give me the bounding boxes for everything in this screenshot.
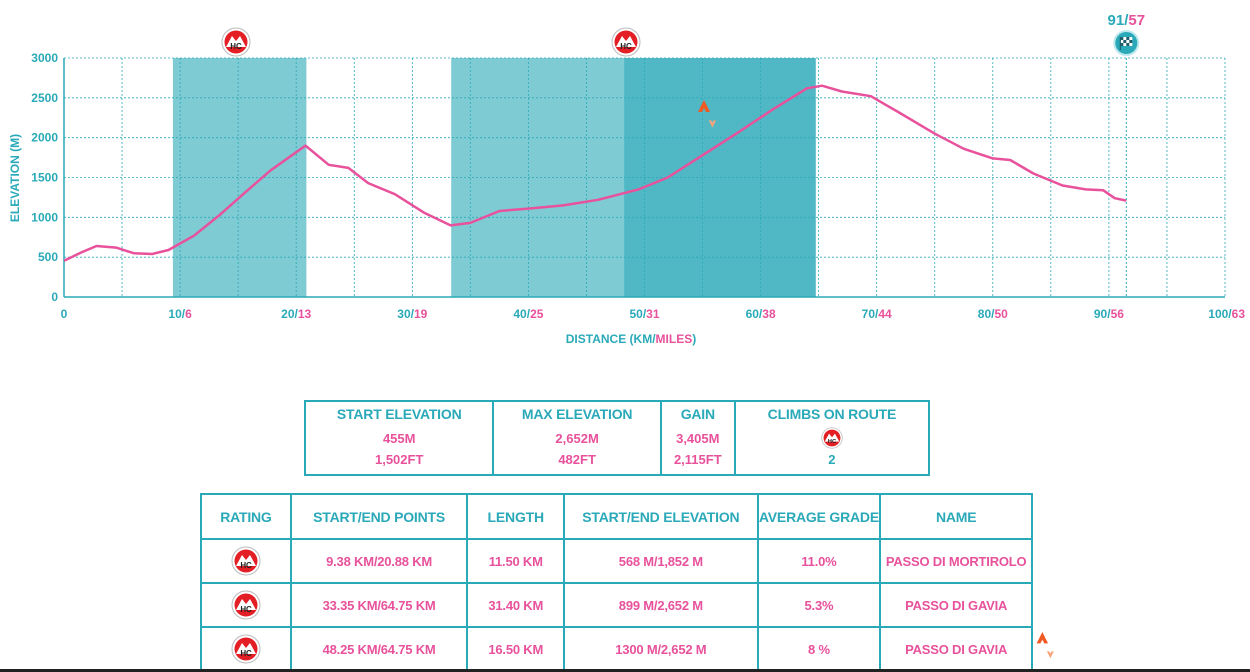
hc-icon: HC — [611, 27, 641, 57]
summary-header-climbs: CLIMBS ON ROUTE — [733, 400, 931, 423]
x-tick-label: 10/6 — [168, 307, 192, 321]
x-tick-label: 30/19 — [397, 307, 427, 321]
x-tick-label: 100/63 — [1208, 307, 1245, 321]
summary-max-cell: 2,652M 482FT — [492, 423, 662, 476]
x-tick-label: 80/50 — [978, 307, 1008, 321]
svg-text:HC: HC — [240, 605, 252, 614]
start-elevation-ft: 1,502FT — [374, 451, 424, 467]
finish-label: 91/57 — [1108, 12, 1146, 29]
y-tick-label: 3000 — [31, 51, 58, 65]
finish-flag-icon — [1113, 30, 1140, 56]
x-tick-label: 90/56 — [1094, 307, 1124, 321]
length-cell: 16.50 KM — [466, 626, 566, 672]
x-tick-label: 20/13 — [281, 307, 311, 321]
table-row: HC 48.25 KM/64.75 KM 16.50 KM 1300 M/2,6… — [200, 626, 1033, 672]
max-elevation-ft: 482FT — [558, 451, 596, 467]
svg-text:HC: HC — [240, 561, 252, 570]
y-tick-label: 0 — [51, 290, 58, 304]
elevation-line — [63, 84, 1127, 262]
points-cell: 9.38 KM/20.88 KM — [289, 538, 469, 584]
header-grade: AVERAGE GRADE — [756, 493, 882, 540]
gain-ft: 2,115FT — [673, 451, 722, 467]
svg-text:HC: HC — [230, 42, 242, 51]
svg-text:HC: HC — [828, 439, 837, 445]
x-axis-label-close: ) — [692, 332, 696, 346]
elevation-chart: 0 500 1000 1500 2000 2500 3000 0 10/6 20/13 30/19 4… — [8, 12, 1245, 346]
elevation-cell: 899 M/2,652 M — [563, 582, 759, 628]
strava-icon — [698, 100, 716, 128]
hc-icon: HC — [221, 27, 251, 57]
y-tick-label: 2000 — [31, 131, 58, 145]
hc-icon: HC — [231, 634, 261, 664]
grid-lines — [64, 57, 1226, 297]
start-elevation-m: 455M — [382, 430, 416, 446]
grade-cell: 5.3% — [756, 582, 882, 628]
svg-text:HC: HC — [240, 649, 252, 658]
rating-cell: HC — [200, 538, 292, 584]
y-tick-label: 1500 — [31, 171, 58, 185]
header-name: NAME — [879, 493, 1033, 540]
x-tick-label: 0 — [61, 307, 68, 321]
x-axis-label-km: DISTANCE (KM/ — [566, 332, 656, 346]
points-cell: 48.25 KM/64.75 KM — [289, 626, 469, 672]
x-tick-label: 50/31 — [629, 307, 659, 321]
name-cell: PASSO DI MORTIROLO — [879, 538, 1033, 584]
climbs-table: RATING START/END POINTS LENGTH START/END… — [200, 493, 1033, 672]
rating-cell: HC — [200, 582, 292, 628]
summary-header-max: MAX ELEVATION — [492, 400, 662, 423]
climbs-count: 2 — [828, 452, 836, 467]
axes — [63, 58, 1225, 298]
points-cell: 33.35 KM/64.75 KM — [289, 582, 469, 628]
grade-cell: 11.0% — [756, 538, 882, 584]
length-cell: 31.40 KM — [466, 582, 566, 628]
name-cell: PASSO DI GAVIA — [879, 582, 1033, 628]
header-length: LENGTH — [466, 493, 566, 540]
y-tick-label: 500 — [38, 250, 58, 264]
x-tick-label: 40/25 — [513, 307, 543, 321]
summary-gain-cell: 3,405M 2,115FT — [659, 423, 736, 476]
route-summary-table: START ELEVATION MAX ELEVATION GAIN CLIMB… — [303, 400, 931, 476]
name-cell: PASSO DI GAVIA — [879, 626, 1033, 672]
x-axis-label-miles: MILES — [656, 332, 693, 346]
header-rating: RATING — [200, 493, 292, 540]
x-axis-label: DISTANCE (KM/MILES) — [566, 332, 696, 346]
tick-labels: 0 500 1000 1500 2000 2500 3000 0 10/6 20/13 30/19 4… — [31, 51, 1245, 321]
hc-icon: HC — [821, 427, 843, 449]
length-cell: 11.50 KM — [466, 538, 566, 584]
y-tick-label: 2500 — [31, 91, 58, 105]
y-tick-label: 1000 — [31, 210, 58, 224]
rating-cell: HC — [200, 626, 292, 672]
table-row: HC 9.38 KM/20.88 KM 11.50 KM 568 M/1,852… — [200, 538, 1033, 584]
summary-header-start: START ELEVATION — [303, 400, 495, 423]
hc-icon: HC — [231, 546, 261, 576]
table-row: HC 33.35 KM/64.75 KM 31.40 KM 899 M/2,65… — [200, 582, 1033, 628]
elevation-series — [63, 84, 1127, 262]
climb-markers: HC HC 91/57 — [221, 12, 1146, 297]
elevation-cell: 1300 M/2,652 M — [563, 626, 759, 672]
elevation-cell: 568 M/1,852 M — [563, 538, 759, 584]
x-tick-label: 70/44 — [862, 307, 892, 321]
bottom-border — [0, 669, 1250, 672]
svg-text:HC: HC — [620, 42, 632, 51]
summary-header-gain: GAIN — [659, 400, 736, 423]
max-elevation-m: 2,652M — [555, 430, 599, 446]
summary-climbs-cell: HC 2 — [733, 423, 931, 476]
gain-m: 3,405M — [676, 430, 720, 446]
x-tick-label: 60/38 — [746, 307, 776, 321]
summary-start-cell: 455M 1,502FT — [303, 423, 495, 476]
y-axis-label: ELEVATION (M) — [8, 134, 22, 222]
hc-icon: HC — [231, 590, 261, 620]
strava-icon — [1036, 632, 1054, 659]
grade-cell: 8 % — [756, 626, 882, 672]
header-elevation: START/END ELEVATION — [563, 493, 759, 540]
header-points: START/END POINTS — [289, 493, 469, 540]
